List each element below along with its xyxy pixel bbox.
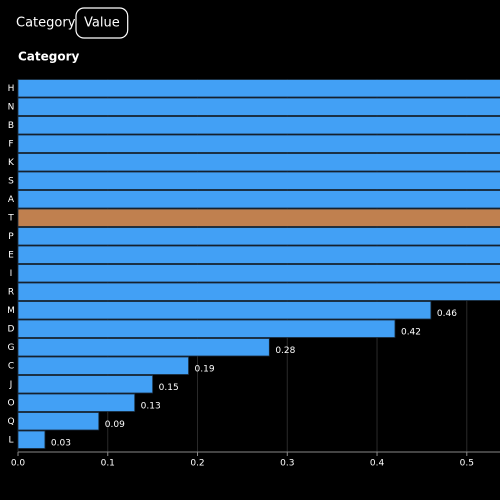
- bar: [17, 375, 154, 394]
- x-tick-label: 0.1: [101, 459, 115, 469]
- y-tick-label: E: [8, 250, 14, 260]
- chart-title: Category: [18, 50, 80, 64]
- value-label: 0.28: [275, 346, 295, 356]
- y-tick-label: M: [7, 306, 15, 316]
- y-tick-label: S: [8, 176, 14, 186]
- bar: [17, 393, 136, 412]
- x-tick-label: 0.2: [190, 459, 204, 469]
- y-tick-label: K: [8, 158, 15, 168]
- y-tick-label: B: [8, 121, 14, 131]
- y-tick-label: Q: [7, 417, 14, 427]
- y-tick-label: R: [8, 287, 14, 297]
- bar: [17, 79, 500, 98]
- y-tick-label: J: [9, 380, 13, 390]
- value-label: 0.03: [51, 438, 71, 448]
- x-tick-label: 0.0: [11, 459, 26, 469]
- value-label: 0.15: [159, 383, 179, 393]
- bar: [17, 412, 100, 431]
- y-tick-label: T: [7, 213, 14, 223]
- y-tick-label: C: [8, 361, 14, 371]
- toggle-group: Category Value: [16, 7, 129, 39]
- bar: [17, 208, 500, 227]
- bar: [17, 153, 500, 172]
- value-label: 0.13: [141, 401, 161, 411]
- x-tick-label: 0.4: [370, 459, 385, 469]
- bar: [17, 171, 500, 190]
- bar: [17, 338, 270, 357]
- y-tick-label: P: [8, 232, 14, 242]
- bar: [17, 430, 46, 449]
- bar: [17, 301, 432, 320]
- y-tick-label: O: [7, 398, 14, 408]
- bar: [17, 356, 189, 375]
- bar: [17, 264, 500, 283]
- y-tick-label: L: [8, 435, 13, 445]
- y-tick-label: H: [8, 84, 15, 94]
- bar: [17, 190, 500, 209]
- toggle-option[interactable]: Value: [84, 16, 120, 31]
- y-tick-label: N: [8, 102, 15, 112]
- bar: [17, 227, 500, 246]
- y-tick-label: D: [8, 324, 15, 334]
- x-tick-label: 0.5: [460, 459, 474, 469]
- toggle-option[interactable]: Category: [16, 16, 76, 31]
- y-tick-label: A: [8, 195, 15, 205]
- value-label: 0.46: [437, 309, 457, 319]
- value-label: 0.42: [401, 327, 421, 337]
- y-tick-label: F: [8, 139, 13, 149]
- bars: 0.980.950.90.870.850.80.770.740.70.660.6…: [17, 79, 500, 449]
- bar: [17, 134, 500, 153]
- bar: [17, 97, 500, 116]
- bar: [17, 245, 500, 264]
- x-tick-label: 0.3: [280, 459, 294, 469]
- value-label: 0.09: [105, 420, 125, 430]
- bar: [17, 282, 500, 301]
- value-label: 0.19: [195, 364, 215, 374]
- y-tick-label: I: [10, 269, 13, 279]
- bar: [17, 116, 500, 135]
- bar: [17, 319, 396, 338]
- y-tick-label: G: [8, 343, 15, 353]
- toggle-selected: [75, 7, 129, 39]
